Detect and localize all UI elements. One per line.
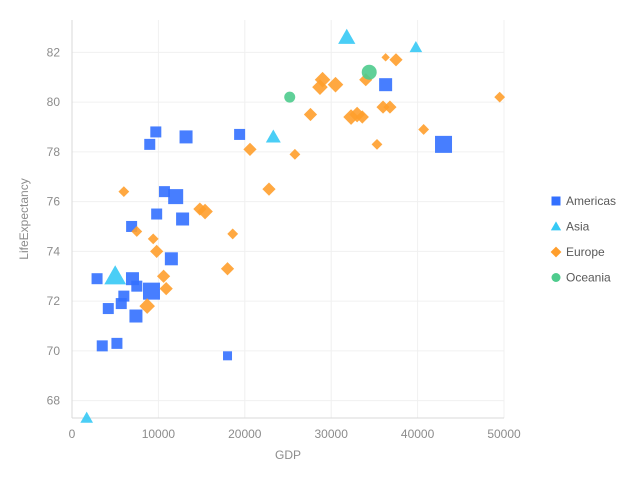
data-point-americas[interactable] bbox=[131, 280, 143, 292]
data-point-europe[interactable] bbox=[197, 203, 213, 220]
data-point-europe[interactable] bbox=[139, 298, 155, 314]
data-point-americas[interactable] bbox=[234, 128, 246, 140]
data-points bbox=[80, 28, 506, 423]
legend-item-americas[interactable]: Americas bbox=[551, 194, 617, 208]
legend-marker-asia bbox=[550, 221, 562, 231]
y-tick-label: 80 bbox=[47, 95, 61, 109]
x-tick-label: 40000 bbox=[401, 427, 435, 441]
data-point-europe[interactable] bbox=[289, 148, 301, 160]
data-point-americas[interactable] bbox=[176, 212, 190, 226]
legend[interactable]: Americas Asia Europe Oceania bbox=[550, 194, 617, 285]
data-point-americas[interactable] bbox=[164, 252, 178, 266]
data-point-europe[interactable] bbox=[343, 109, 359, 125]
legend-item-oceania[interactable]: Oceania bbox=[551, 271, 612, 285]
legend-label: Europe bbox=[566, 245, 605, 259]
data-point-europe[interactable] bbox=[262, 182, 276, 196]
data-point-europe[interactable] bbox=[303, 107, 318, 122]
data-point-europe[interactable] bbox=[383, 100, 397, 114]
data-point-asia[interactable] bbox=[265, 129, 281, 143]
data-point-europe[interactable] bbox=[381, 53, 390, 62]
series-oceania bbox=[284, 64, 377, 103]
data-point-oceania[interactable] bbox=[361, 64, 377, 80]
data-point-europe[interactable] bbox=[494, 91, 506, 103]
data-point-americas[interactable] bbox=[168, 189, 184, 205]
x-tick-label: 0 bbox=[69, 427, 76, 441]
legend-label: Americas bbox=[566, 194, 616, 208]
data-point-americas[interactable] bbox=[158, 186, 170, 198]
y-axis-title: LifeExpectancy bbox=[17, 178, 31, 259]
data-point-americas[interactable] bbox=[379, 78, 393, 92]
data-point-europe[interactable] bbox=[147, 233, 159, 245]
data-point-americas[interactable] bbox=[150, 126, 162, 138]
series-asia bbox=[80, 28, 423, 423]
series-americas bbox=[91, 78, 453, 361]
data-point-americas[interactable] bbox=[96, 340, 108, 352]
data-point-americas[interactable] bbox=[142, 282, 160, 300]
data-point-europe[interactable] bbox=[131, 226, 143, 237]
data-point-americas[interactable] bbox=[223, 351, 233, 361]
data-point-europe[interactable] bbox=[312, 79, 328, 95]
data-point-americas[interactable] bbox=[144, 138, 156, 150]
legend-marker-europe bbox=[550, 246, 562, 258]
y-tick-label: 74 bbox=[47, 244, 61, 258]
data-point-americas[interactable] bbox=[118, 290, 130, 302]
data-point-europe[interactable] bbox=[355, 110, 369, 124]
y-tick-label: 82 bbox=[47, 45, 61, 59]
x-tick-label: 20000 bbox=[228, 427, 262, 441]
data-point-americas[interactable] bbox=[435, 135, 453, 153]
data-point-europe[interactable] bbox=[349, 106, 365, 123]
data-point-europe[interactable] bbox=[156, 269, 171, 283]
legend-label: Asia bbox=[566, 220, 590, 234]
data-point-americas[interactable] bbox=[102, 303, 114, 315]
data-point-europe[interactable] bbox=[376, 100, 390, 114]
data-point-americas[interactable] bbox=[126, 220, 138, 232]
y-tick-label: 76 bbox=[47, 195, 61, 209]
data-point-asia[interactable] bbox=[409, 41, 423, 53]
legend-label: Oceania bbox=[566, 271, 611, 285]
legend-item-asia[interactable]: Asia bbox=[550, 220, 590, 234]
data-point-europe[interactable] bbox=[220, 262, 235, 276]
data-point-europe[interactable] bbox=[327, 76, 344, 93]
legend-marker-oceania bbox=[551, 273, 561, 282]
data-point-americas[interactable] bbox=[91, 273, 103, 285]
data-point-americas[interactable] bbox=[115, 298, 127, 310]
data-point-europe[interactable] bbox=[150, 244, 164, 258]
data-point-oceania[interactable] bbox=[284, 91, 296, 103]
data-point-americas[interactable] bbox=[151, 208, 163, 220]
x-axis-title: GDP bbox=[275, 448, 301, 462]
x-tick-label: 50000 bbox=[487, 427, 521, 441]
data-point-europe[interactable] bbox=[314, 71, 331, 88]
data-point-europe[interactable] bbox=[243, 142, 257, 156]
data-point-asia[interactable] bbox=[104, 265, 127, 285]
data-point-europe[interactable] bbox=[227, 228, 239, 240]
x-tick-label: 10000 bbox=[142, 427, 176, 441]
legend-marker-americas bbox=[551, 196, 561, 206]
data-point-asia[interactable] bbox=[80, 411, 94, 423]
data-point-americas[interactable] bbox=[111, 337, 123, 349]
y-tick-label: 78 bbox=[47, 145, 61, 159]
data-point-europe[interactable] bbox=[389, 53, 403, 67]
data-point-europe[interactable] bbox=[418, 124, 430, 135]
gridlines bbox=[71, 20, 505, 418]
data-point-americas[interactable] bbox=[179, 130, 193, 144]
x-tick-label: 30000 bbox=[315, 427, 349, 441]
data-point-americas[interactable] bbox=[129, 309, 143, 323]
y-tick-label: 70 bbox=[47, 344, 61, 358]
y-tick-label: 68 bbox=[47, 394, 61, 408]
data-point-europe[interactable] bbox=[159, 282, 173, 296]
legend-item-europe[interactable]: Europe bbox=[550, 245, 605, 259]
data-point-europe[interactable] bbox=[118, 186, 130, 198]
axes: 68 70 72 74 76 78 80 82 0 10000 20000 30000 40000 500… bbox=[47, 20, 521, 441]
y-tick-label: 72 bbox=[47, 294, 61, 308]
series-europe bbox=[118, 53, 506, 314]
data-point-europe[interactable] bbox=[371, 138, 383, 150]
data-point-asia[interactable] bbox=[338, 28, 356, 44]
